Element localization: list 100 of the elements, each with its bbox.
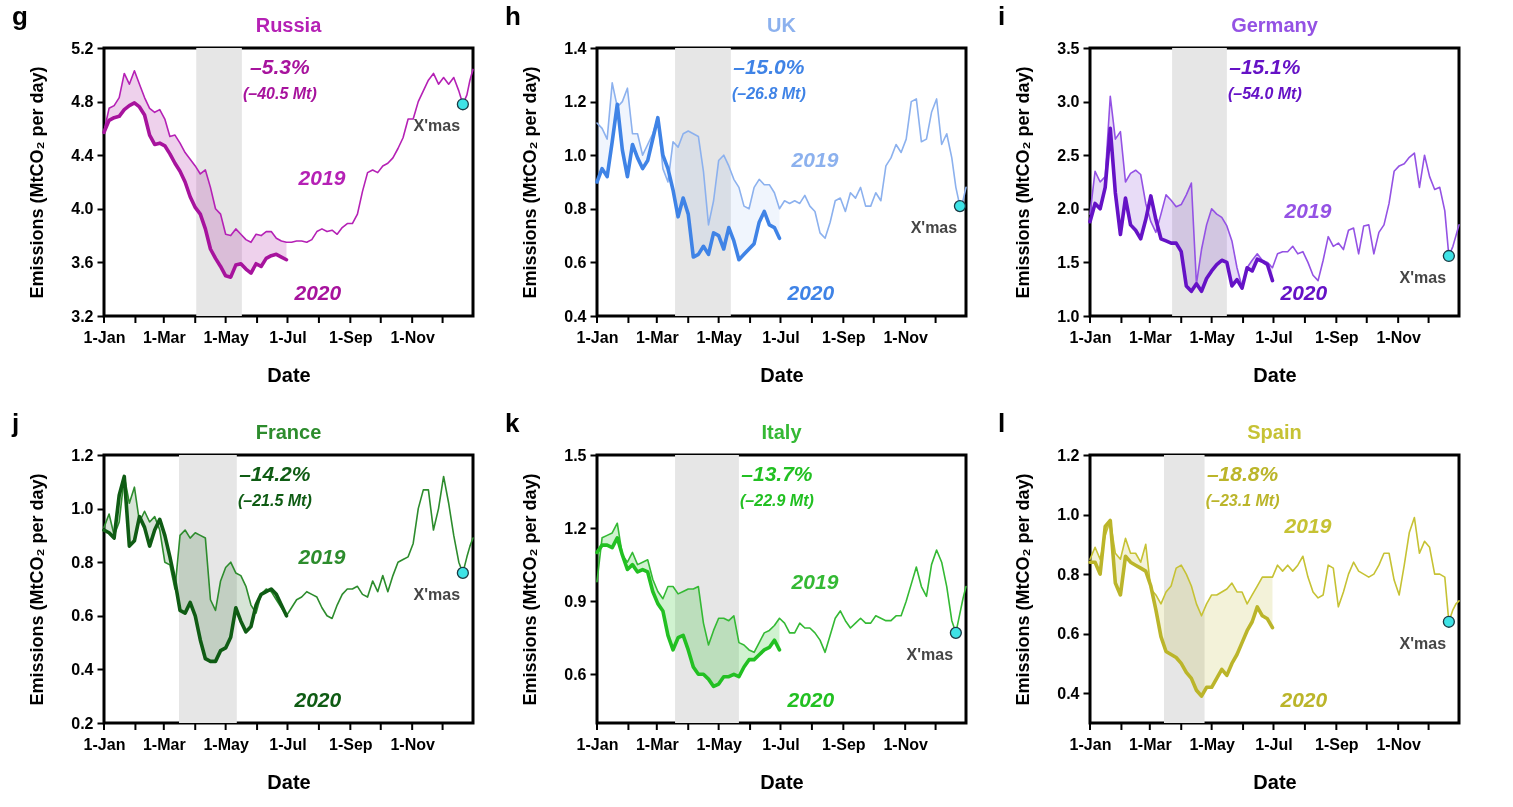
- annotation: X'mas: [413, 117, 461, 135]
- annotation: X'mas: [413, 585, 461, 603]
- y-tick-label: 0.2: [71, 714, 94, 732]
- series-label: 2019: [790, 569, 839, 593]
- x-tick-label: 1-Nov: [390, 328, 435, 346]
- series-label: 2019: [1283, 514, 1332, 538]
- y-axis-title: Emissions (MtCO₂ per day): [520, 473, 541, 706]
- annotation: (–40.5 Mt): [242, 85, 317, 102]
- y-tick-label: 3.6: [71, 253, 94, 271]
- x-tick-label: 1-May: [1189, 328, 1235, 346]
- series-label: 2019: [1283, 199, 1332, 223]
- x-tick-label: 1-May: [696, 328, 742, 346]
- y-axis-title: Emissions (MtCO₂ per day): [1013, 66, 1034, 299]
- y-tick-label: 1.4: [564, 39, 587, 57]
- y-tick-label: 0.4: [1057, 684, 1080, 702]
- x-axis-title: Date: [1253, 363, 1297, 386]
- annotation: –15.0%: [733, 55, 805, 78]
- x-tick-label: 1-May: [203, 328, 249, 346]
- y-axis-title: Emissions (MtCO₂ per day): [520, 66, 541, 299]
- y-tick-label: 2.0: [1057, 200, 1080, 218]
- y-tick-label: 4.0: [71, 200, 94, 218]
- y-tick-label: 0.8: [1057, 565, 1080, 583]
- x-tick-label: 1-Jan: [83, 328, 126, 346]
- text: 2020: [293, 688, 342, 711]
- x-tick-label: 1-Sep: [1315, 328, 1359, 346]
- line-series: [1088, 126, 1275, 294]
- chart-title: Russia: [255, 14, 323, 36]
- y-tick-label: 4.4: [71, 146, 94, 164]
- annotation: –15.1%: [1229, 55, 1301, 78]
- series-label: 2019: [790, 148, 839, 172]
- y-tick-label: 1.2: [564, 93, 587, 111]
- text: g: [12, 1, 28, 31]
- annotation: –14.2%: [239, 462, 311, 485]
- x-tick-label: 1-Sep: [329, 328, 373, 346]
- annotation: X'mas: [1399, 634, 1447, 652]
- chart-title: UK: [767, 14, 797, 36]
- text: 2020: [786, 281, 835, 304]
- x-tick-label: 1-Nov: [390, 735, 435, 753]
- y-tick-label: 0.6: [564, 253, 587, 271]
- text: k: [505, 408, 520, 438]
- y-tick-label: 1.0: [564, 146, 587, 164]
- x-tick-label: 1-Mar: [1128, 735, 1172, 753]
- x-axis-title: Date: [267, 363, 311, 386]
- chart-title: Spain: [1247, 421, 1302, 443]
- y-tick-label: 0.8: [71, 553, 94, 571]
- chart-title: Germany: [1231, 14, 1319, 36]
- y-tick-label: 1.0: [71, 500, 94, 518]
- annotation: (–23.1 Mt): [1205, 492, 1280, 509]
- x-tick-label: 1-Jul: [1255, 328, 1293, 346]
- y-tick-label: 2.5: [1057, 146, 1080, 164]
- text: 2020: [1279, 688, 1328, 711]
- x-axis-title: Date: [267, 770, 311, 793]
- x-tick-label: 1-Jan: [576, 735, 619, 753]
- y-tick-label: 5.2: [71, 39, 94, 57]
- y-tick-label: 3.5: [1057, 39, 1080, 57]
- y-tick-label: 0.9: [564, 592, 587, 610]
- annotation: X'mas: [910, 219, 958, 237]
- series-label: 2020: [1279, 281, 1328, 304]
- y-tick-label: 3.0: [1057, 93, 1080, 111]
- x-tick-label: 1-Mar: [142, 735, 186, 753]
- text: h: [505, 1, 521, 31]
- y-tick-label: 1.5: [1057, 253, 1080, 271]
- line-series: [596, 82, 967, 240]
- annotation: X'mas: [1399, 268, 1447, 286]
- x-tick-label: 1-Mar: [142, 328, 186, 346]
- text: i: [998, 1, 1006, 31]
- annotation: –5.3%: [250, 55, 310, 78]
- y-tick-label: 1.0: [1057, 506, 1080, 524]
- y-tick-label: 0.6: [564, 665, 587, 683]
- y-tick-label: 1.2: [564, 519, 587, 537]
- x-tick-label: 1-Sep: [822, 735, 866, 753]
- series-label: 2019: [297, 165, 346, 189]
- y-tick-label: 3.2: [71, 307, 94, 325]
- y-tick-label: 1.5: [564, 446, 587, 464]
- y-tick-label: 1.2: [1057, 446, 1080, 464]
- x-axis-title: Date: [760, 770, 804, 793]
- series-label: 2020: [293, 281, 342, 304]
- chart-title: Italy: [761, 421, 803, 443]
- x-tick-label: 1-Jan: [1069, 735, 1112, 753]
- x-tick-label: 1-Mar: [635, 735, 679, 753]
- annotation: (–26.8 Mt): [731, 85, 806, 102]
- line-series: [102, 101, 289, 279]
- annotation: (–22.9 Mt): [740, 492, 814, 509]
- x-axis-title: Date: [760, 363, 804, 386]
- x-tick-label: 1-Jul: [269, 328, 307, 346]
- y-axis-title: Emissions (MtCO₂ per day): [1013, 473, 1034, 706]
- x-tick-label: 1-Sep: [329, 735, 373, 753]
- x-tick-label: 1-Jan: [576, 328, 619, 346]
- x-tick-label: 1-Sep: [1315, 735, 1359, 753]
- x-tick-label: 1-Nov: [1376, 328, 1421, 346]
- x-tick-label: 1-Jan: [1069, 328, 1112, 346]
- y-tick-label: 4.8: [71, 93, 94, 111]
- y-tick-label: 1.0: [1057, 307, 1080, 325]
- y-axis-title: Emissions (MtCO₂ per day): [27, 473, 48, 706]
- x-tick-label: 1-Mar: [1128, 328, 1172, 346]
- y-tick-label: 0.4: [564, 307, 587, 325]
- x-tick-label: 1-May: [203, 735, 249, 753]
- y-tick-label: 0.4: [71, 660, 94, 678]
- x-tick-label: 1-Nov: [883, 735, 928, 753]
- x-tick-label: 1-Jul: [269, 735, 307, 753]
